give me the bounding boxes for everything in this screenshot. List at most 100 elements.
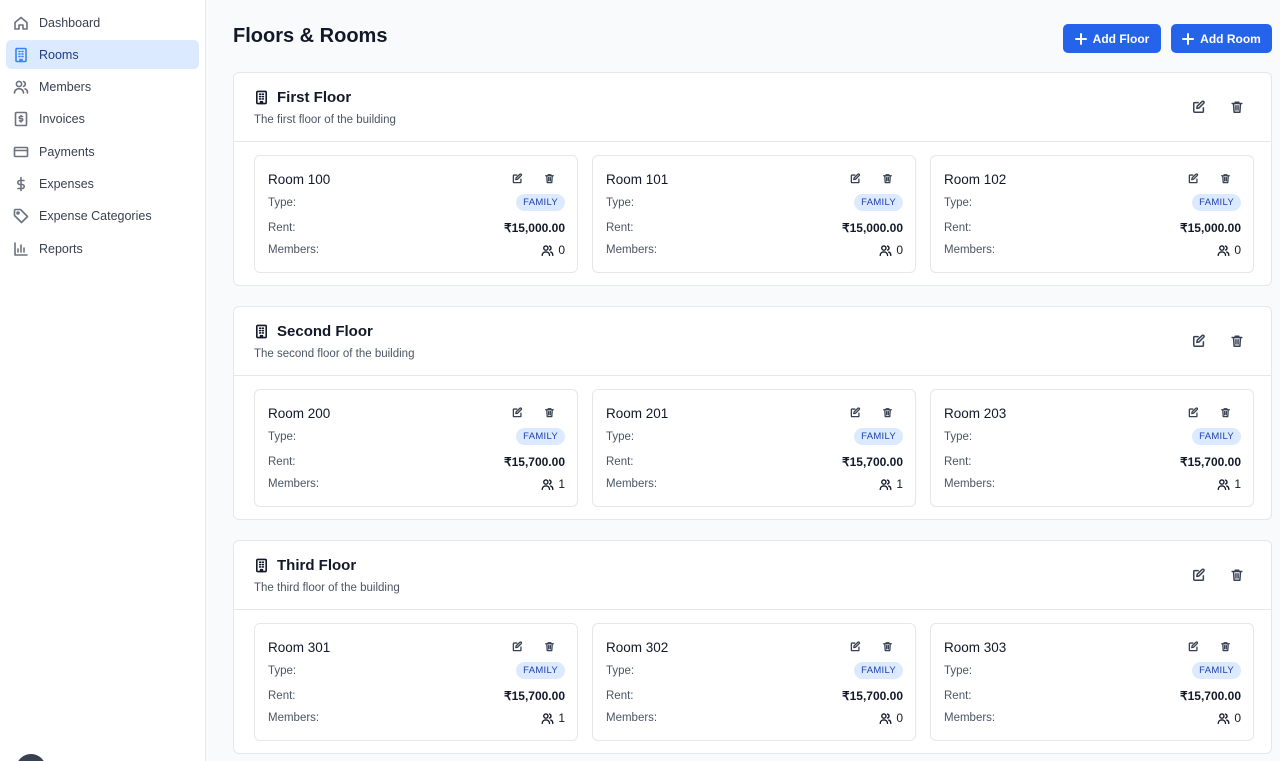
delete-floor-button[interactable]: [1229, 567, 1245, 583]
edit-icon: [1193, 100, 1205, 113]
users-icon: [541, 478, 554, 490]
sidebar-item-rooms[interactable]: Rooms: [6, 40, 199, 70]
room-type-badge: FAMILY: [516, 662, 565, 679]
delete-room-button[interactable]: [882, 641, 893, 652]
room-actions: [512, 641, 555, 652]
room-card[interactable]: Room 200 Type: FAMILY Rent: ₹15,700.00 M…: [254, 389, 578, 507]
rooms-grid: Room 200 Type: FAMILY Rent: ₹15,700.00 M…: [254, 389, 1254, 507]
edit-floor-button[interactable]: [1191, 567, 1207, 583]
type-label: Type:: [606, 197, 635, 209]
room-type-badge: FAMILY: [1192, 194, 1241, 211]
sidebar-item-label: Dashboard: [39, 15, 101, 30]
room-members-count: 0: [896, 711, 903, 725]
edit-room-button[interactable]: [1188, 641, 1199, 652]
room-name: Room 303: [944, 640, 1007, 655]
room-name: Room 102: [944, 172, 1007, 187]
type-label: Type:: [268, 431, 297, 443]
building-icon: [256, 558, 267, 573]
room-actions: [850, 641, 893, 652]
add-room-button[interactable]: Add Room: [1171, 24, 1272, 53]
plus-icon: [1074, 32, 1087, 45]
type-label: Type:: [268, 197, 297, 209]
floor-title: Second Floor: [254, 323, 373, 340]
sidebar-item-label: Reports: [39, 241, 83, 256]
room-members: 0: [879, 243, 903, 257]
room-card[interactable]: Room 302 Type: FAMILY Rent: ₹15,700.00 M…: [592, 623, 916, 741]
room-name: Room 203: [944, 406, 1007, 421]
room-card[interactable]: Room 203 Type: FAMILY Rent: ₹15,700.00 M…: [930, 389, 1254, 507]
sidebar-item-expenses[interactable]: Expenses: [6, 169, 199, 198]
floor-name: Second Floor: [277, 323, 373, 340]
sidebar-item-label: Invoices: [39, 112, 85, 127]
sidebar-item-label: Payments: [39, 144, 95, 159]
trash-icon: [545, 642, 554, 652]
rent-label: Rent:: [606, 456, 634, 468]
edit-room-button[interactable]: [512, 173, 523, 184]
delete-room-button[interactable]: [882, 407, 893, 418]
delete-room-button[interactable]: [544, 173, 555, 184]
add-floor-button[interactable]: Add Floor: [1063, 24, 1161, 53]
sidebar-item-reports[interactable]: Reports: [6, 234, 199, 263]
room-rent: ₹15,700.00: [841, 689, 903, 703]
plus-icon: [1182, 32, 1195, 45]
trash-icon: [883, 174, 892, 184]
delete-room-button[interactable]: [1220, 641, 1231, 652]
delete-floor-button[interactable]: [1229, 99, 1245, 115]
sidebar-item-payments[interactable]: Payments: [6, 137, 199, 166]
edit-room-button[interactable]: [512, 641, 523, 652]
edit-icon: [512, 641, 523, 652]
delete-room-button[interactable]: [1220, 407, 1231, 418]
room-card[interactable]: Room 100 Type: FAMILY Rent: ₹15,000.00 M…: [254, 155, 578, 273]
room-actions: [512, 407, 555, 418]
room-card[interactable]: Room 303 Type: FAMILY Rent: ₹15,700.00 M…: [930, 623, 1254, 741]
trash-icon: [545, 174, 554, 184]
delete-room-button[interactable]: [1220, 173, 1231, 184]
members-label: Members:: [944, 244, 996, 256]
floor-header: Third Floor The third floor of the build…: [234, 541, 1271, 610]
edit-room-button[interactable]: [512, 407, 523, 418]
delete-floor-button[interactable]: [1229, 333, 1245, 349]
members-label: Members:: [268, 244, 320, 256]
edit-floor-button[interactable]: [1191, 333, 1207, 349]
room-rent: ₹15,700.00: [503, 455, 565, 469]
users-icon: [879, 244, 892, 256]
sidebar-item-members[interactable]: Members: [6, 73, 199, 102]
rent-label: Rent:: [268, 222, 296, 234]
room-card[interactable]: Room 301 Type: FAMILY Rent: ₹15,700.00 M…: [254, 623, 578, 741]
rooms-grid: Room 100 Type: FAMILY Rent: ₹15,000.00 M…: [254, 155, 1254, 273]
room-type-badge: FAMILY: [516, 194, 565, 211]
room-members: 0: [541, 243, 565, 257]
edit-icon: [850, 641, 861, 652]
edit-icon: [512, 407, 523, 418]
room-rent: ₹15,700.00: [841, 455, 903, 469]
edit-room-button[interactable]: [850, 173, 861, 184]
room-rent: ₹15,000.00: [503, 221, 565, 235]
delete-room-button[interactable]: [544, 407, 555, 418]
building-icon: [256, 90, 267, 105]
sidebar-item-dashboard[interactable]: Dashboard: [6, 8, 199, 37]
room-name: Room 101: [606, 172, 669, 187]
users-icon: [541, 244, 554, 256]
sidebar-item-invoices[interactable]: Invoices: [6, 105, 199, 134]
rent-label: Rent:: [268, 456, 296, 468]
members-label: Members:: [268, 712, 320, 724]
room-members-count: 1: [558, 711, 565, 725]
room-card[interactable]: Room 101 Type: FAMILY Rent: ₹15,000.00 M…: [592, 155, 916, 273]
edit-room-button[interactable]: [850, 641, 861, 652]
avatar[interactable]: [16, 754, 46, 761]
edit-room-button[interactable]: [1188, 407, 1199, 418]
sidebar-item-expense-categories[interactable]: Expense Categories: [6, 202, 199, 231]
floor-card: First Floor The first floor of the build…: [233, 72, 1272, 286]
room-name: Room 100: [268, 172, 331, 187]
trash-icon: [1231, 569, 1243, 581]
room-card[interactable]: Room 201 Type: FAMILY Rent: ₹15,700.00 M…: [592, 389, 916, 507]
edit-room-button[interactable]: [850, 407, 861, 418]
edit-room-button[interactable]: [1188, 173, 1199, 184]
edit-floor-button[interactable]: [1191, 99, 1207, 115]
room-card[interactable]: Room 102 Type: FAMILY Rent: ₹15,000.00 M…: [930, 155, 1254, 273]
delete-room-button[interactable]: [882, 173, 893, 184]
delete-room-button[interactable]: [544, 641, 555, 652]
sidebar-item-label: Rooms: [39, 47, 79, 62]
type-label: Type:: [606, 665, 635, 677]
floor-actions: [1191, 99, 1245, 115]
